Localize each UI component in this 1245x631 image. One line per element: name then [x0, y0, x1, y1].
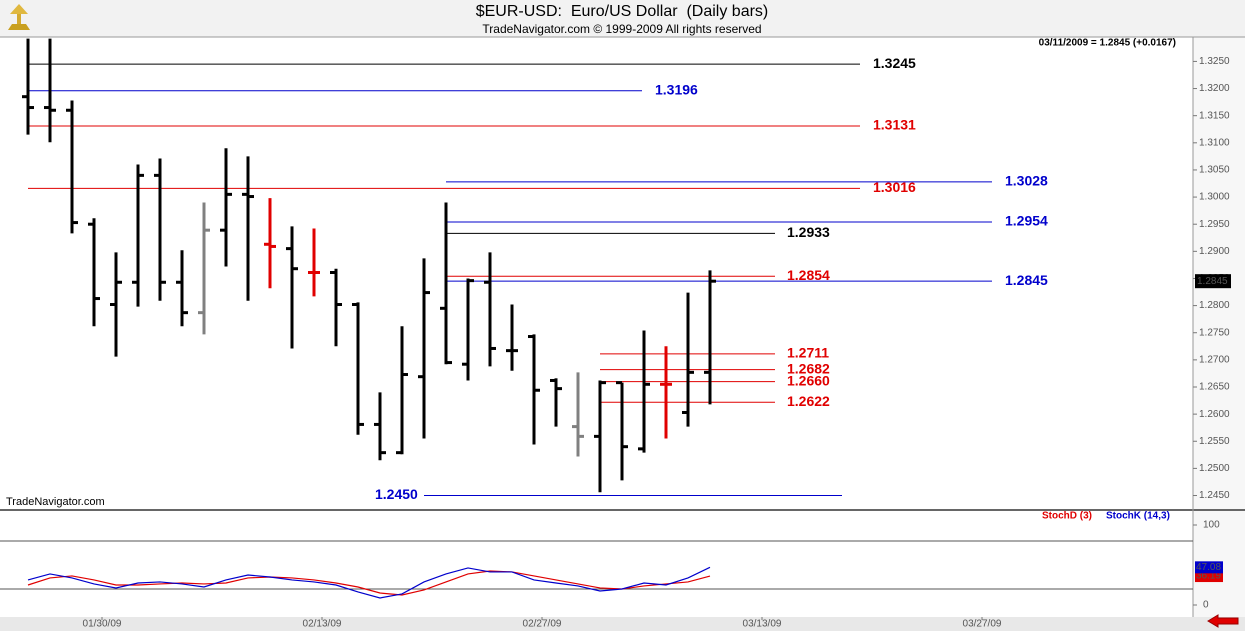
- y-tick-label: 1.3250: [1199, 56, 1230, 67]
- y-tick-label: 1.2500: [1199, 463, 1230, 474]
- x-tick-label: 02/27/09: [523, 619, 562, 630]
- level-label: 1.2933: [787, 224, 830, 240]
- y-tick-label: 1.3200: [1199, 83, 1230, 94]
- date-axis-bg: [0, 617, 1245, 631]
- y-tick-label: 1.3000: [1199, 192, 1230, 203]
- watermark: TradeNavigator.com: [6, 496, 105, 508]
- level-label: 1.3028: [1005, 173, 1048, 189]
- stoch-panel: 0 100 StochD (3) 36.19 StochK (14,3) 47.08: [0, 511, 1223, 611]
- level-label: 1.3196: [655, 81, 698, 97]
- level-label: 1.2845: [1005, 272, 1048, 288]
- header-bg: [0, 0, 1245, 37]
- y-tick-label: 1.3150: [1199, 110, 1230, 121]
- chart-title: $EUR-USD: Euro/US Dollar (Daily bars): [476, 3, 769, 20]
- y-tick-label: 0: [1203, 600, 1209, 611]
- level-label: 1.2711: [787, 345, 829, 361]
- logo: [8, 4, 30, 30]
- stoch-line: [27, 566, 711, 599]
- y-tick-label: 1.2600: [1199, 409, 1230, 420]
- y-tick-label: 1.3050: [1199, 165, 1230, 176]
- level-label: 1.2954: [1005, 213, 1048, 229]
- y-tick-label: 1.2950: [1199, 219, 1230, 230]
- y-tick-label: 1.2900: [1199, 246, 1230, 257]
- last-price-box: [1195, 274, 1231, 289]
- last-value-box: [1195, 561, 1223, 574]
- level-label: 1.2854: [787, 267, 830, 283]
- level-label: 1.2450: [375, 486, 418, 502]
- last-price: 1.2845: [1197, 276, 1228, 287]
- y-tick-label: 1.2650: [1199, 382, 1230, 393]
- y-tick-label: 1.3100: [1199, 137, 1230, 148]
- y-tick-label: 100: [1203, 520, 1220, 531]
- x-tick-label: 01/30/09: [83, 619, 122, 630]
- level-label: 1.3245: [873, 55, 916, 71]
- value-axis-bg: [1193, 37, 1245, 617]
- stoch-line: [27, 570, 711, 596]
- last-value: 47.08: [1196, 562, 1221, 573]
- legend-entry: StochK (14,3): [1106, 511, 1170, 522]
- level-label: 1.2660: [787, 372, 830, 388]
- x-tick-label: 03/13/09: [743, 619, 782, 630]
- price-panel: 1.2450 1.2500 1.2550 1.2600 1.2650 1.2700 1.27…: [22, 38, 1231, 630]
- legend-entry: StochD (3): [1042, 511, 1092, 522]
- y-tick-label: 1.2450: [1199, 490, 1230, 501]
- y-tick-label: 1.2550: [1199, 436, 1230, 447]
- last-value: 36.19: [1196, 571, 1221, 582]
- x-tick-label: 03/27/09: [963, 619, 1002, 630]
- scroll-arrow[interactable]: [1207, 614, 1239, 628]
- y-tick-label: 1.2700: [1199, 355, 1230, 366]
- y-tick-label: 1.2800: [1199, 300, 1230, 311]
- level-label: 1.3131: [873, 117, 916, 133]
- chart-subtitle: TradeNavigator.com © 1999-2009 All right…: [482, 22, 761, 36]
- x-tick-label: 02/13/09: [303, 619, 342, 630]
- level-label: 1.3016: [873, 179, 916, 195]
- price-annotation: 03/11/2009 = 1.2845 (+0.0167): [1039, 38, 1176, 49]
- level-label: 1.2682: [787, 360, 830, 376]
- level-label: 1.2622: [787, 393, 830, 409]
- y-tick-label: 1.2750: [1199, 327, 1230, 338]
